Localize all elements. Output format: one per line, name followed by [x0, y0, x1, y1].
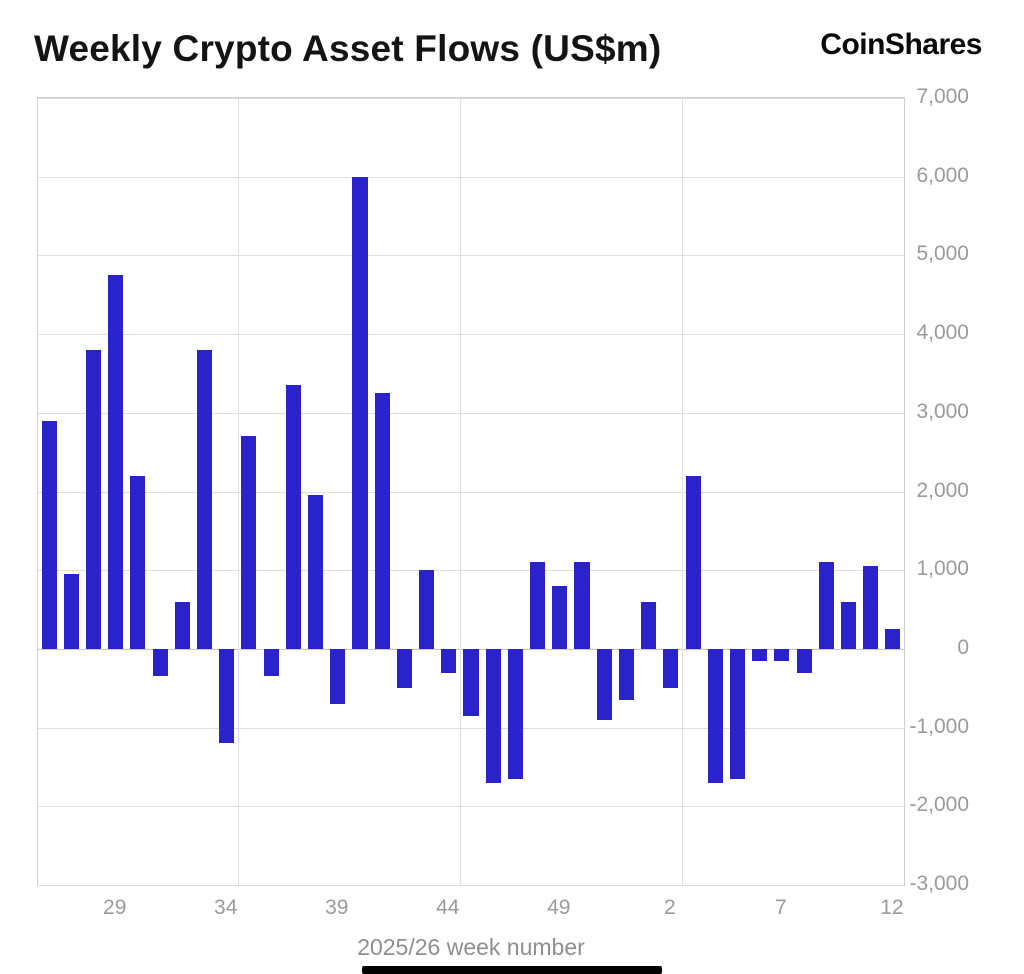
gridline-y-4000: [38, 334, 904, 336]
y-tick-label: 1,000: [916, 557, 969, 581]
gridline-y-2000: [38, 491, 904, 493]
weekly-flows-bar-chart: 7,000 6,000 5,000 4,000 3,000 2,000 1,000 0 -1,0…: [37, 85, 969, 919]
home-indicator-bar: [362, 966, 662, 974]
gridline-y--2000: [38, 806, 904, 808]
bar-week-4: [707, 648, 723, 783]
bar-week-43: [419, 570, 435, 649]
gridline-y-1000: [38, 570, 904, 572]
bar-week-2: [663, 648, 679, 689]
gridline-y-6000: [38, 176, 904, 178]
bar-week-32: [174, 601, 190, 649]
bar-week-49: [552, 585, 568, 649]
bar-week-37: [285, 385, 301, 649]
x-tick-label: 2: [664, 896, 676, 919]
bar-week-36: [263, 648, 279, 677]
bar-week-38: [308, 495, 324, 649]
y-tick-label: -3,000: [909, 872, 969, 895]
bar-week-8: [796, 648, 812, 673]
bar-week-29: [108, 275, 124, 649]
x-tick-label: 29: [103, 896, 127, 919]
gridline-y--3000: [38, 885, 904, 886]
x-tick-label: 49: [547, 896, 571, 919]
bar-week-33: [196, 349, 213, 649]
x-tick-label: 12: [880, 896, 904, 919]
bar-week-28: [85, 349, 102, 649]
gridline-x: [681, 98, 683, 885]
x-tick-label: 44: [436, 896, 460, 919]
y-axis-labels: 7,000 6,000 5,000 4,000 3,000 2,000 1,000 0 -1,0…: [905, 85, 969, 895]
bar-week-51: [596, 648, 612, 720]
bar-week-27: [63, 574, 79, 649]
x-axis-title: 2025/26 week number: [357, 934, 585, 960]
bar-week-9: [818, 562, 834, 649]
y-tick-label: 3,000: [916, 399, 969, 423]
x-axis-labels: 29 34 39 44 49 2 7 12: [37, 886, 905, 919]
coinshares-logo: CoinShares: [820, 28, 982, 61]
x-tick-label: 34: [214, 896, 238, 919]
bar-week-46: [485, 648, 501, 783]
y-tick-label: 5,000: [916, 242, 969, 266]
bar-week-1: [641, 601, 657, 649]
y-tick-label: 7,000: [916, 85, 969, 108]
gridline-y--1000: [38, 727, 904, 729]
bar-week-12: [885, 629, 901, 649]
gridline-y-3000: [38, 412, 904, 414]
bar-week-34: [219, 648, 235, 744]
y-tick-label: 6,000: [916, 163, 969, 187]
bar-week-41: [374, 393, 390, 649]
bar-week-40: [352, 176, 368, 649]
gridline-x: [459, 98, 461, 885]
bar-week-42: [396, 648, 412, 689]
bar-week-44: [441, 648, 457, 673]
gridline-y-5000: [38, 255, 904, 257]
plot-area: [37, 97, 905, 886]
bar-week-3: [685, 475, 701, 649]
bar-week-30: [130, 475, 146, 649]
bar-week-11: [863, 566, 879, 649]
bar-week-31: [152, 648, 168, 677]
bar-week-5: [729, 648, 745, 779]
bar-week-48: [530, 562, 546, 649]
y-tick-label: -2,000: [909, 793, 969, 817]
x-tick-label: 39: [325, 896, 349, 919]
x-tick-label: 7: [775, 896, 787, 919]
gridline-x: [237, 98, 239, 885]
bar-week-47: [507, 648, 523, 779]
chart-title: Weekly Crypto Asset Flows (US$m): [34, 28, 662, 69]
bar-week-50: [574, 562, 590, 649]
bar-week-10: [840, 601, 857, 649]
gridline-y-7000: [38, 98, 904, 99]
bar-week-7: [774, 648, 790, 661]
bar-week-6: [752, 648, 768, 661]
bar-week-39: [330, 648, 346, 704]
bar-week-45: [463, 648, 479, 716]
y-tick-label: 0: [957, 635, 969, 659]
y-tick-label: -1,000: [909, 714, 969, 738]
bar-week-35: [241, 436, 257, 649]
y-tick-label: 2,000: [916, 478, 969, 502]
y-tick-label: 4,000: [916, 321, 969, 345]
bar-week-26: [41, 420, 57, 649]
bar-week-52: [618, 648, 634, 701]
